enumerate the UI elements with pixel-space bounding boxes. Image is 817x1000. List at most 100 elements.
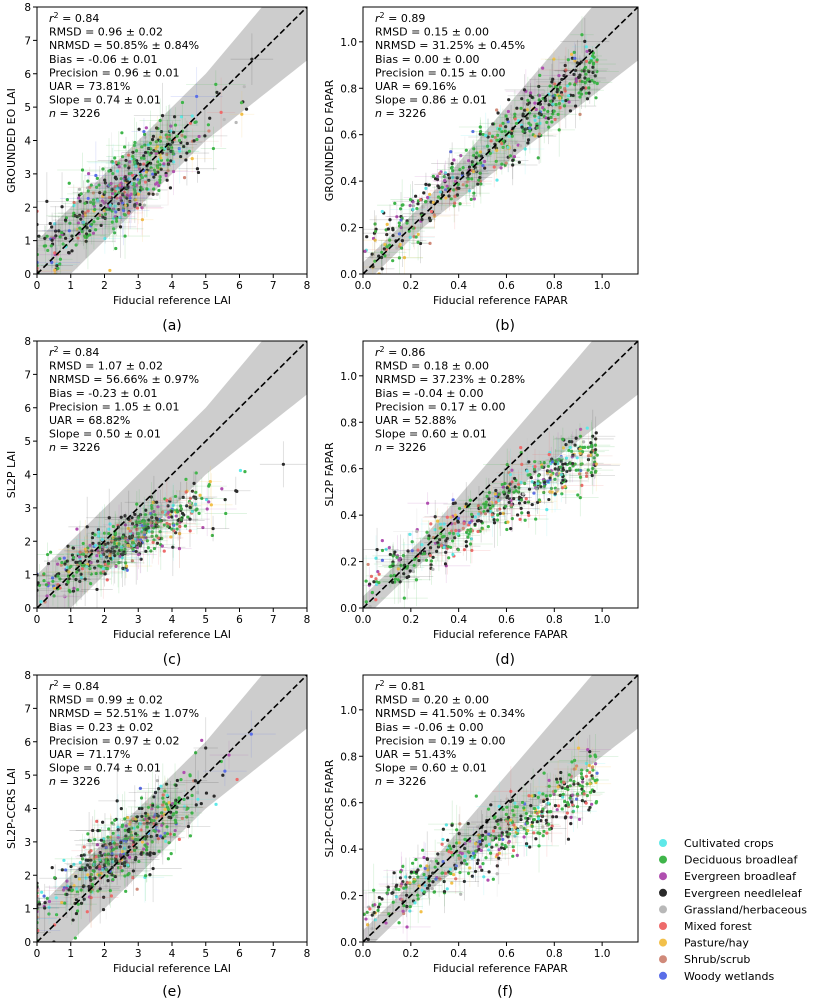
data-point — [486, 135, 490, 139]
x-tick-label: 1 — [67, 614, 74, 626]
data-point — [504, 504, 508, 508]
data-point — [105, 867, 109, 872]
data-point — [114, 160, 118, 164]
data-point — [160, 151, 164, 155]
data-point — [93, 228, 98, 232]
data-point — [106, 541, 110, 545]
data-point — [150, 515, 154, 520]
data-point — [114, 545, 118, 549]
data-point — [550, 120, 554, 124]
data-point — [144, 549, 148, 553]
data-point — [45, 896, 49, 900]
data-point — [477, 178, 481, 182]
data-point — [149, 834, 153, 839]
data-point — [190, 793, 194, 798]
data-point — [110, 873, 114, 877]
data-point — [54, 896, 58, 900]
data-point — [470, 160, 474, 164]
data-point — [444, 542, 448, 546]
data-point — [586, 748, 590, 752]
data-point — [399, 207, 403, 211]
data-point — [65, 559, 69, 563]
data-point — [78, 579, 82, 584]
data-point — [101, 844, 105, 848]
x-axis-label: Fiducial reference LAI — [113, 628, 231, 641]
data-point — [179, 504, 183, 508]
data-point — [453, 201, 457, 205]
data-point — [556, 785, 560, 789]
data-point — [81, 857, 85, 861]
data-point — [155, 541, 160, 545]
data-point — [187, 149, 192, 153]
data-point — [528, 126, 532, 130]
data-point — [391, 900, 395, 904]
data-point — [37, 234, 41, 238]
data-point — [548, 794, 552, 798]
data-point — [168, 513, 172, 517]
data-point — [89, 200, 93, 204]
data-point — [163, 834, 167, 838]
data-point — [580, 80, 584, 84]
data-point — [137, 181, 141, 185]
data-point — [385, 222, 389, 227]
data-point — [125, 193, 129, 197]
data-point — [134, 149, 139, 153]
data-point — [583, 81, 587, 85]
data-point — [110, 547, 114, 551]
data-point — [580, 775, 584, 779]
data-point — [111, 171, 115, 176]
data-point — [124, 561, 128, 565]
data-point — [448, 185, 453, 189]
data-point — [516, 490, 521, 494]
data-point — [126, 538, 130, 542]
data-point — [589, 471, 593, 475]
data-point — [427, 183, 431, 187]
data-point — [553, 789, 557, 793]
data-point — [486, 154, 490, 158]
data-point — [166, 857, 170, 861]
data-point — [364, 600, 368, 604]
data-point — [575, 805, 580, 809]
data-point — [469, 197, 473, 201]
data-point — [102, 201, 106, 205]
data-point — [595, 771, 599, 775]
data-point — [121, 849, 125, 854]
data-point — [151, 526, 156, 530]
data-point — [162, 800, 166, 804]
data-point — [234, 120, 238, 125]
data-point — [161, 793, 165, 797]
data-point — [480, 838, 484, 843]
data-point — [211, 526, 215, 531]
data-point — [158, 180, 162, 184]
scatter-points — [364, 426, 599, 608]
data-point — [418, 198, 423, 202]
data-point — [115, 799, 119, 803]
data-point — [96, 829, 100, 833]
data-point — [87, 850, 91, 854]
data-point — [74, 874, 78, 879]
data-point — [123, 828, 127, 832]
x-axis-label: Fiducial reference FAPAR — [433, 294, 568, 307]
data-point — [473, 166, 477, 170]
data-point — [585, 474, 589, 478]
data-point — [108, 554, 112, 558]
data-point — [460, 171, 465, 175]
data-point — [63, 901, 67, 905]
data-point — [215, 90, 219, 94]
stat-bias: Bias = -0.04 ± 0.00 — [375, 387, 483, 400]
data-point — [84, 232, 89, 236]
data-point — [131, 154, 135, 159]
data-point — [77, 187, 82, 191]
data-point — [180, 511, 185, 515]
data-point — [86, 546, 90, 550]
x-tick-label: 8 — [304, 280, 311, 292]
data-point — [561, 437, 565, 441]
data-point — [570, 440, 574, 444]
data-point — [97, 530, 101, 534]
data-point — [456, 548, 461, 552]
data-point — [566, 787, 570, 792]
data-point — [550, 80, 554, 84]
data-point — [111, 831, 115, 835]
data-point — [115, 187, 119, 191]
data-point — [459, 861, 464, 865]
